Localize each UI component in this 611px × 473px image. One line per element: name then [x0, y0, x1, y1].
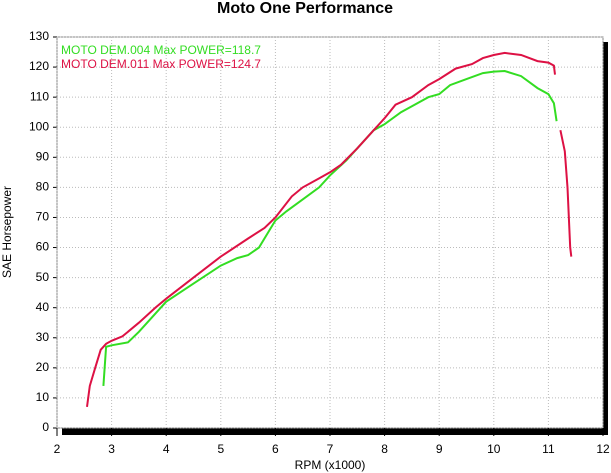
series-line: [86, 51, 573, 408]
legend-entry: MOTO DEM.004 Max POWER=118.7: [61, 43, 261, 57]
x-tick-label: 7: [327, 442, 334, 456]
y-tick-label: 50: [36, 270, 50, 284]
x-tick-label: 5: [217, 442, 224, 456]
x-tick-label: 9: [436, 442, 443, 456]
x-tick-label: 11: [542, 442, 555, 456]
x-tick-label: 4: [163, 442, 170, 456]
y-tick-label: 110: [30, 89, 49, 103]
y-tick-label: 0: [42, 420, 49, 434]
y-tick-label: 90: [36, 149, 50, 163]
y-tick-label: 30: [36, 330, 50, 344]
y-tick-label: 20: [36, 360, 50, 374]
y-tick-label: 80: [36, 180, 50, 194]
x-tick-label: 2: [54, 442, 61, 456]
chart-title: Moto One Performance: [217, 0, 393, 17]
y-tick-label: 130: [29, 29, 49, 43]
x-tick-label: 3: [108, 442, 115, 456]
y-tick-label: 100: [29, 119, 49, 133]
y-tick-label: 60: [36, 240, 50, 254]
y-axis-label: SAE Horsepower: [0, 186, 14, 278]
y-tick-label: 120: [29, 59, 49, 73]
x-tick-label: 8: [381, 442, 388, 456]
y-tick-label: 70: [36, 210, 50, 224]
y-tick-label: 10: [36, 390, 50, 404]
x-tick-label: 10: [487, 442, 501, 456]
x-tick-label: 12: [596, 442, 610, 456]
x-tick-label: 6: [272, 442, 279, 456]
x-axis-label: RPM (x1000): [295, 458, 366, 472]
y-tick-label: 40: [36, 300, 50, 314]
legend-entry: MOTO DEM.011 Max POWER=124.7: [61, 57, 261, 71]
